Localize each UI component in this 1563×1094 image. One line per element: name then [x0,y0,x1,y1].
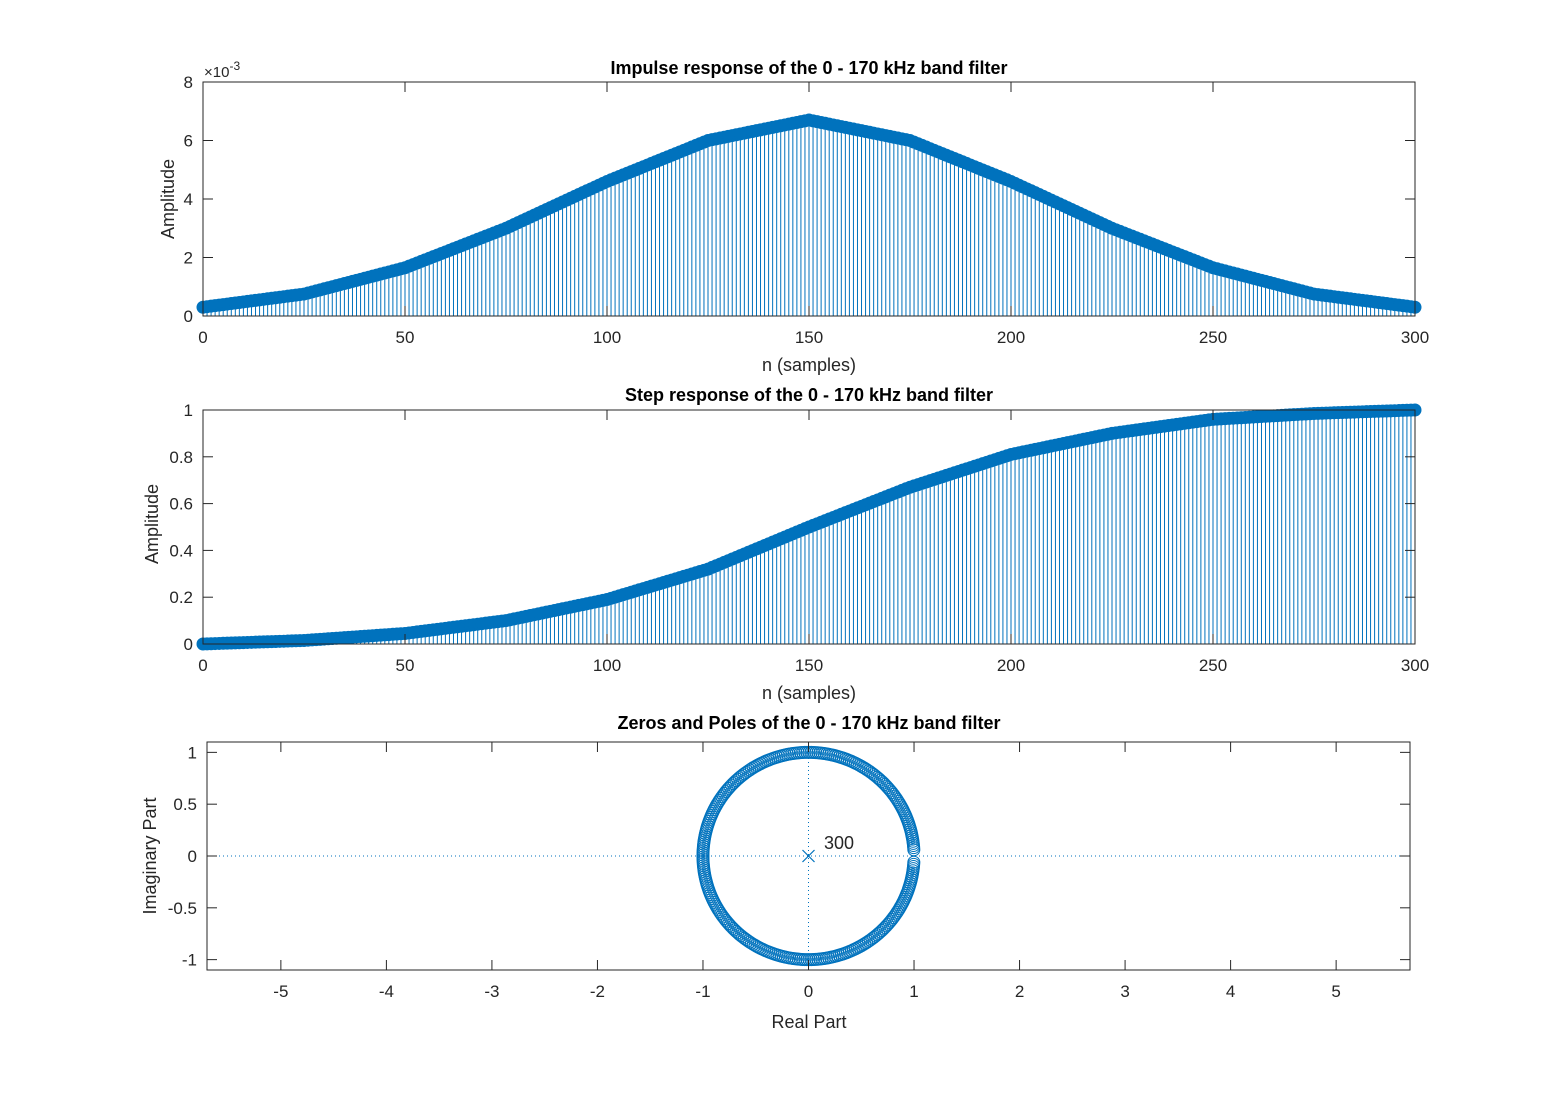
zero-marker [722,781,736,795]
impulse-exponent-label: ×10-3 [204,59,240,81]
step-xtick-label: 200 [997,656,1025,675]
zero-pole-ticks: -5 -4 -3 -2 -1 0 1 2 3 4 5 -1 -0.5 0 0.5 1 [168,742,1410,1001]
zero-marker [881,917,895,931]
step-response-plot: 0 50 100 150 200 250 300 0 0.2 0.4 0.6 0.8 1 Step re… [142,385,1429,703]
zero-pole-title: Zeros and Poles of the 0 - 170 kHz band … [617,713,1000,733]
impulse-response-plot: 0 50 100 150 200 250 300 0 2 4 6 8 Impulse response… [158,58,1429,375]
zero-pole-xtick-label: -2 [590,982,605,1001]
zero-marker [882,916,896,930]
zero-pole-xtick-label: -5 [273,982,288,1001]
impulse-ytick-label: 0 [184,307,193,326]
zero-pole-ytick-label: -1 [182,951,197,970]
step-xtick-label: 150 [795,656,823,675]
zero-marker [870,770,884,784]
zero-pole-ylabel: Imaginary Part [140,797,160,914]
step-xlabel: n (samples) [762,683,856,703]
step-xtick-label: 300 [1401,656,1429,675]
impulse-ytick-label: 2 [184,249,193,268]
impulse-title: Impulse response of the 0 - 170 kHz band… [610,58,1007,78]
step-ticks: 0 50 100 150 200 250 300 0 0.2 0.4 0.6 0.8 1 [169,401,1429,675]
impulse-xtick-label: 200 [997,328,1025,347]
zero-pole-xtick-label: -4 [379,982,394,1001]
zero-marker [716,910,730,924]
impulse-xtick-label: 250 [1199,328,1227,347]
zero-marker [872,772,886,786]
step-ytick-label: 0.8 [169,448,193,467]
impulse-ytick-label: 8 [184,73,193,92]
step-xtick-label: 0 [198,656,207,675]
step-ytick-label: 0.6 [169,495,193,514]
step-ytick-label: 0.2 [169,588,193,607]
zero-pole-xtick-label: 2 [1015,982,1024,1001]
zero-pole-xtick-label: 1 [909,982,918,1001]
impulse-xtick-label: 0 [198,328,207,347]
pole-multiplicity-label: 300 [824,833,854,853]
zero-pole-xtick-label: -3 [484,982,499,1001]
zero-pole-xlabel: Real Part [771,1012,846,1032]
step-markers [196,403,1422,651]
zero-marker [720,783,734,797]
zero-marker [732,927,746,941]
step-ytick-label: 0 [184,635,193,654]
pole-marker-group [802,849,815,863]
impulse-xtick-label: 300 [1401,328,1429,347]
impulse-ytick-label: 6 [184,132,193,151]
zero-marker [907,855,921,869]
pole-marker [802,849,815,863]
step-xtick-label: 100 [593,656,621,675]
zero-pole-xtick-label: 3 [1120,982,1129,1001]
step-title: Step response of the 0 - 170 kHz band fi… [625,385,993,405]
zero-pole-xtick-label: -1 [695,982,710,1001]
impulse-exponent-power: -3 [229,59,240,73]
zero-pole-ytick-label: 1 [188,743,197,762]
zero-marker [888,789,902,803]
zero-marker [865,932,879,946]
zero-markers [696,745,921,967]
zero-marker [886,787,900,801]
zero-pole-ytick-label: -0.5 [168,899,197,918]
impulse-xtick-label: 50 [396,328,415,347]
step-ylabel: Amplitude [142,484,162,564]
zero-pole-guides [207,742,1410,970]
step-ytick-label: 0.4 [169,541,193,560]
impulse-ytick-label: 4 [184,190,193,209]
impulse-xtick-label: 150 [795,328,823,347]
impulse-ylabel: Amplitude [158,159,178,239]
zero-pole-xtick-label: 0 [804,982,813,1001]
zero-pole-ytick-label: 0.5 [173,795,197,814]
zero-pole-xtick-label: 4 [1226,982,1235,1001]
impulse-markers [196,113,1422,314]
step-xtick-label: 50 [396,656,415,675]
zero-pole-xtick-label: 5 [1331,982,1340,1001]
zero-pole-ytick-label: 0 [188,847,197,866]
impulse-ticks: 0 50 100 150 200 250 300 0 2 4 6 8 [184,73,1430,347]
impulse-xtick-label: 100 [593,328,621,347]
step-ytick-label: 1 [184,401,193,420]
step-xtick-label: 250 [1199,656,1227,675]
impulse-exponent-base: ×10 [204,64,229,81]
impulse-xlabel: n (samples) [762,355,856,375]
zero-marker [884,914,898,928]
zero-pole-plot: -5 -4 -3 -2 -1 0 1 2 3 4 5 -1 -0.5 0 0.5 1 Zeros and Po… [140,713,1411,1032]
